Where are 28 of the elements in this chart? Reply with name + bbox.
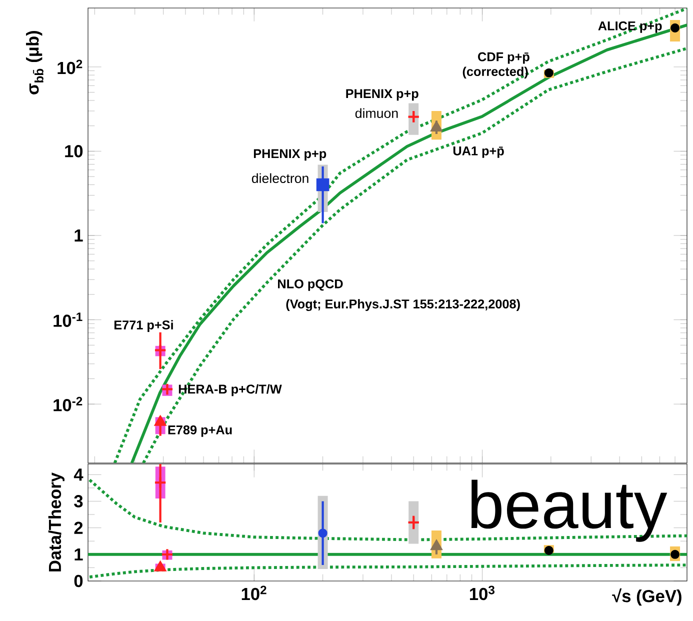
- annotation: beauty: [471, 480, 668, 542]
- annotation: UA1 p+p̄: [453, 146, 504, 158]
- annotation: PHENIX p+p: [254, 149, 326, 161]
- annotation: dielectron: [252, 173, 308, 184]
- y-tick-label: 1: [74, 230, 83, 242]
- annotation: CDF p+p̄: [478, 52, 530, 64]
- annotation: HERA-B p+C/T/W: [178, 384, 282, 396]
- annotation: (Vogt; Eur.Phys.J.ST 155:213-222,2008): [286, 299, 520, 312]
- annotation: NLO pQCD: [278, 279, 343, 291]
- y-tick-label: 4: [74, 468, 84, 481]
- annotation: PHENIX p+p: [346, 89, 418, 101]
- annotation: ALICE p+p: [598, 21, 662, 33]
- y-axis-title: Data/Theory: [48, 472, 65, 572]
- x-tick-label: 10$^{3}$: [470, 586, 494, 600]
- annotation: E789 p+Au: [168, 425, 232, 437]
- annotation: dimuon: [355, 108, 398, 118]
- x-axis-title: √s (GeV): [612, 588, 682, 606]
- y-tick-label: 10$^{2}$: [58, 60, 82, 74]
- y-tick-label: 10$^{-1}$: [54, 312, 82, 327]
- y-tick-label: 3: [74, 495, 83, 508]
- annotation: E771 p+Si: [114, 320, 173, 332]
- annotation: (corrected): [462, 66, 528, 79]
- y-tick-label: 2: [74, 522, 83, 534]
- y-tick-label: 0: [74, 574, 83, 588]
- y-tick-label: 10: [65, 145, 83, 158]
- y-axis-title: σ$_{bb̄}$ (μb): [26, 31, 44, 94]
- y-tick-label: 10$^{-2}$: [54, 396, 82, 412]
- y-tick-label: 1: [74, 548, 83, 560]
